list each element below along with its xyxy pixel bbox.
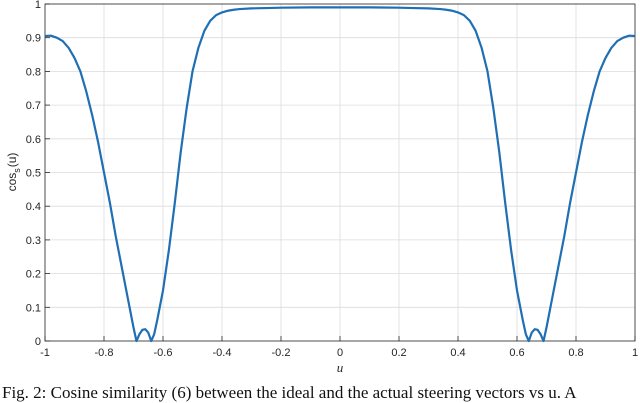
y-tick-label: 0.9 [26, 33, 41, 45]
y-tick-label: 0.3 [26, 235, 41, 247]
x-tick-label: 0.8 [568, 347, 583, 359]
y-axis-label-main: cos [5, 173, 19, 192]
y-tick-label: 0.7 [26, 100, 41, 112]
x-tick-label: -1 [40, 347, 50, 359]
x-tick-label: 0.4 [450, 347, 465, 359]
y-tick-label: 0 [35, 336, 41, 348]
y-tick-label: 0.4 [26, 201, 41, 213]
y-tick-label: 1 [35, 0, 41, 11]
cosine-similarity-line [44, 6, 636, 343]
x-tick-label: -0.2 [272, 347, 291, 359]
x-tick-label: 0 [337, 347, 343, 359]
y-tick-label: 0.2 [26, 269, 41, 281]
y-tick-label: 0.8 [26, 66, 41, 78]
y-tick-label: 0.5 [26, 168, 41, 180]
x-tick-label: 0.6 [509, 347, 524, 359]
x-tick-label: -0.8 [95, 347, 114, 359]
x-tick-label: -0.4 [213, 347, 232, 359]
x-tick-label: 1 [632, 347, 638, 359]
y-tick-label: 0.1 [26, 302, 41, 314]
x-axis-ticks: -1 -0.8 -0.6 -0.4 -0.2 0 0.2 0.4 0.6 0.8 1 [40, 336, 638, 359]
y-axis-label-subscript: s [12, 168, 22, 173]
x-axis-label: u [337, 360, 344, 375]
x-tick-label: -0.6 [154, 347, 173, 359]
y-axis-ticks: 0 0.1 0.2 0.3 0.4 0.5 0.6 0.7 0.8 0.9 1 [26, 0, 50, 348]
y-axis-label: coss(u) [5, 153, 22, 192]
figure-caption: Fig. 2: Cosine similarity (6) between th… [2, 383, 577, 402]
y-axis-label-argument: (u) [5, 153, 19, 168]
y-tick-label: 0.6 [26, 134, 41, 146]
x-tick-label: 0.2 [391, 347, 406, 359]
cosine-similarity-chart: -1 -0.8 -0.6 -0.4 -0.2 0 0.2 0.4 0.6 0.8 1 0 0.1 0.2… [5, 0, 638, 375]
grid-lines [44, 3, 636, 342]
